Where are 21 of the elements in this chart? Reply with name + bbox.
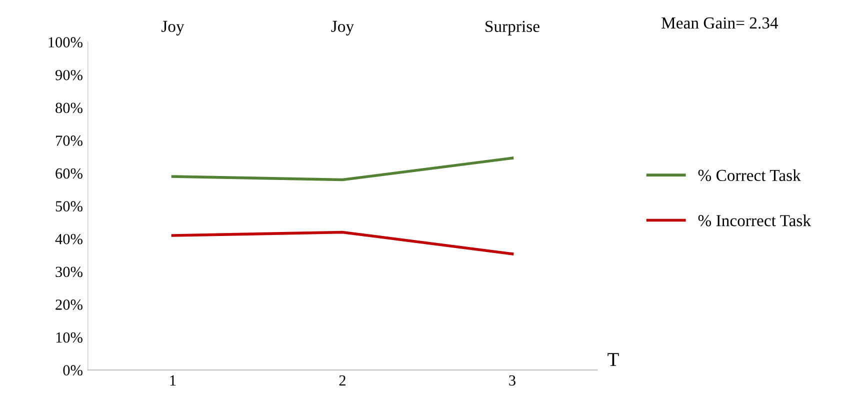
y-tick-label: 80% (56, 102, 82, 114)
text: Surprise (486, 20, 540, 36)
x-tick-label: 1 (170, 375, 176, 386)
y-tick-label: 50% (56, 201, 82, 212)
text: Joy (162, 20, 184, 36)
y-tick-label: 10% (56, 332, 82, 343)
x-tick-label: 3 (509, 375, 516, 386)
y-tick-label: 40% (55, 234, 82, 244)
x-tick-label: 2 (339, 375, 346, 386)
y-tick-label: 0% (63, 365, 82, 376)
y-tick-label: 20% (56, 300, 82, 310)
legend-label: % Correct Task (698, 169, 801, 182)
y-tick-label: 70% (56, 136, 82, 146)
y-tick-label: 60% (56, 168, 82, 179)
text: Mean Gain= 2.34 (662, 17, 778, 29)
y-tick-label: 90% (55, 70, 82, 80)
y-tick-label: 100% (48, 37, 82, 48)
legend-label: % Incorrect Task (698, 214, 812, 226)
y-tick-label: 30% (56, 266, 82, 278)
x-axis-title: T (608, 353, 619, 366)
text: Joy (331, 20, 354, 36)
